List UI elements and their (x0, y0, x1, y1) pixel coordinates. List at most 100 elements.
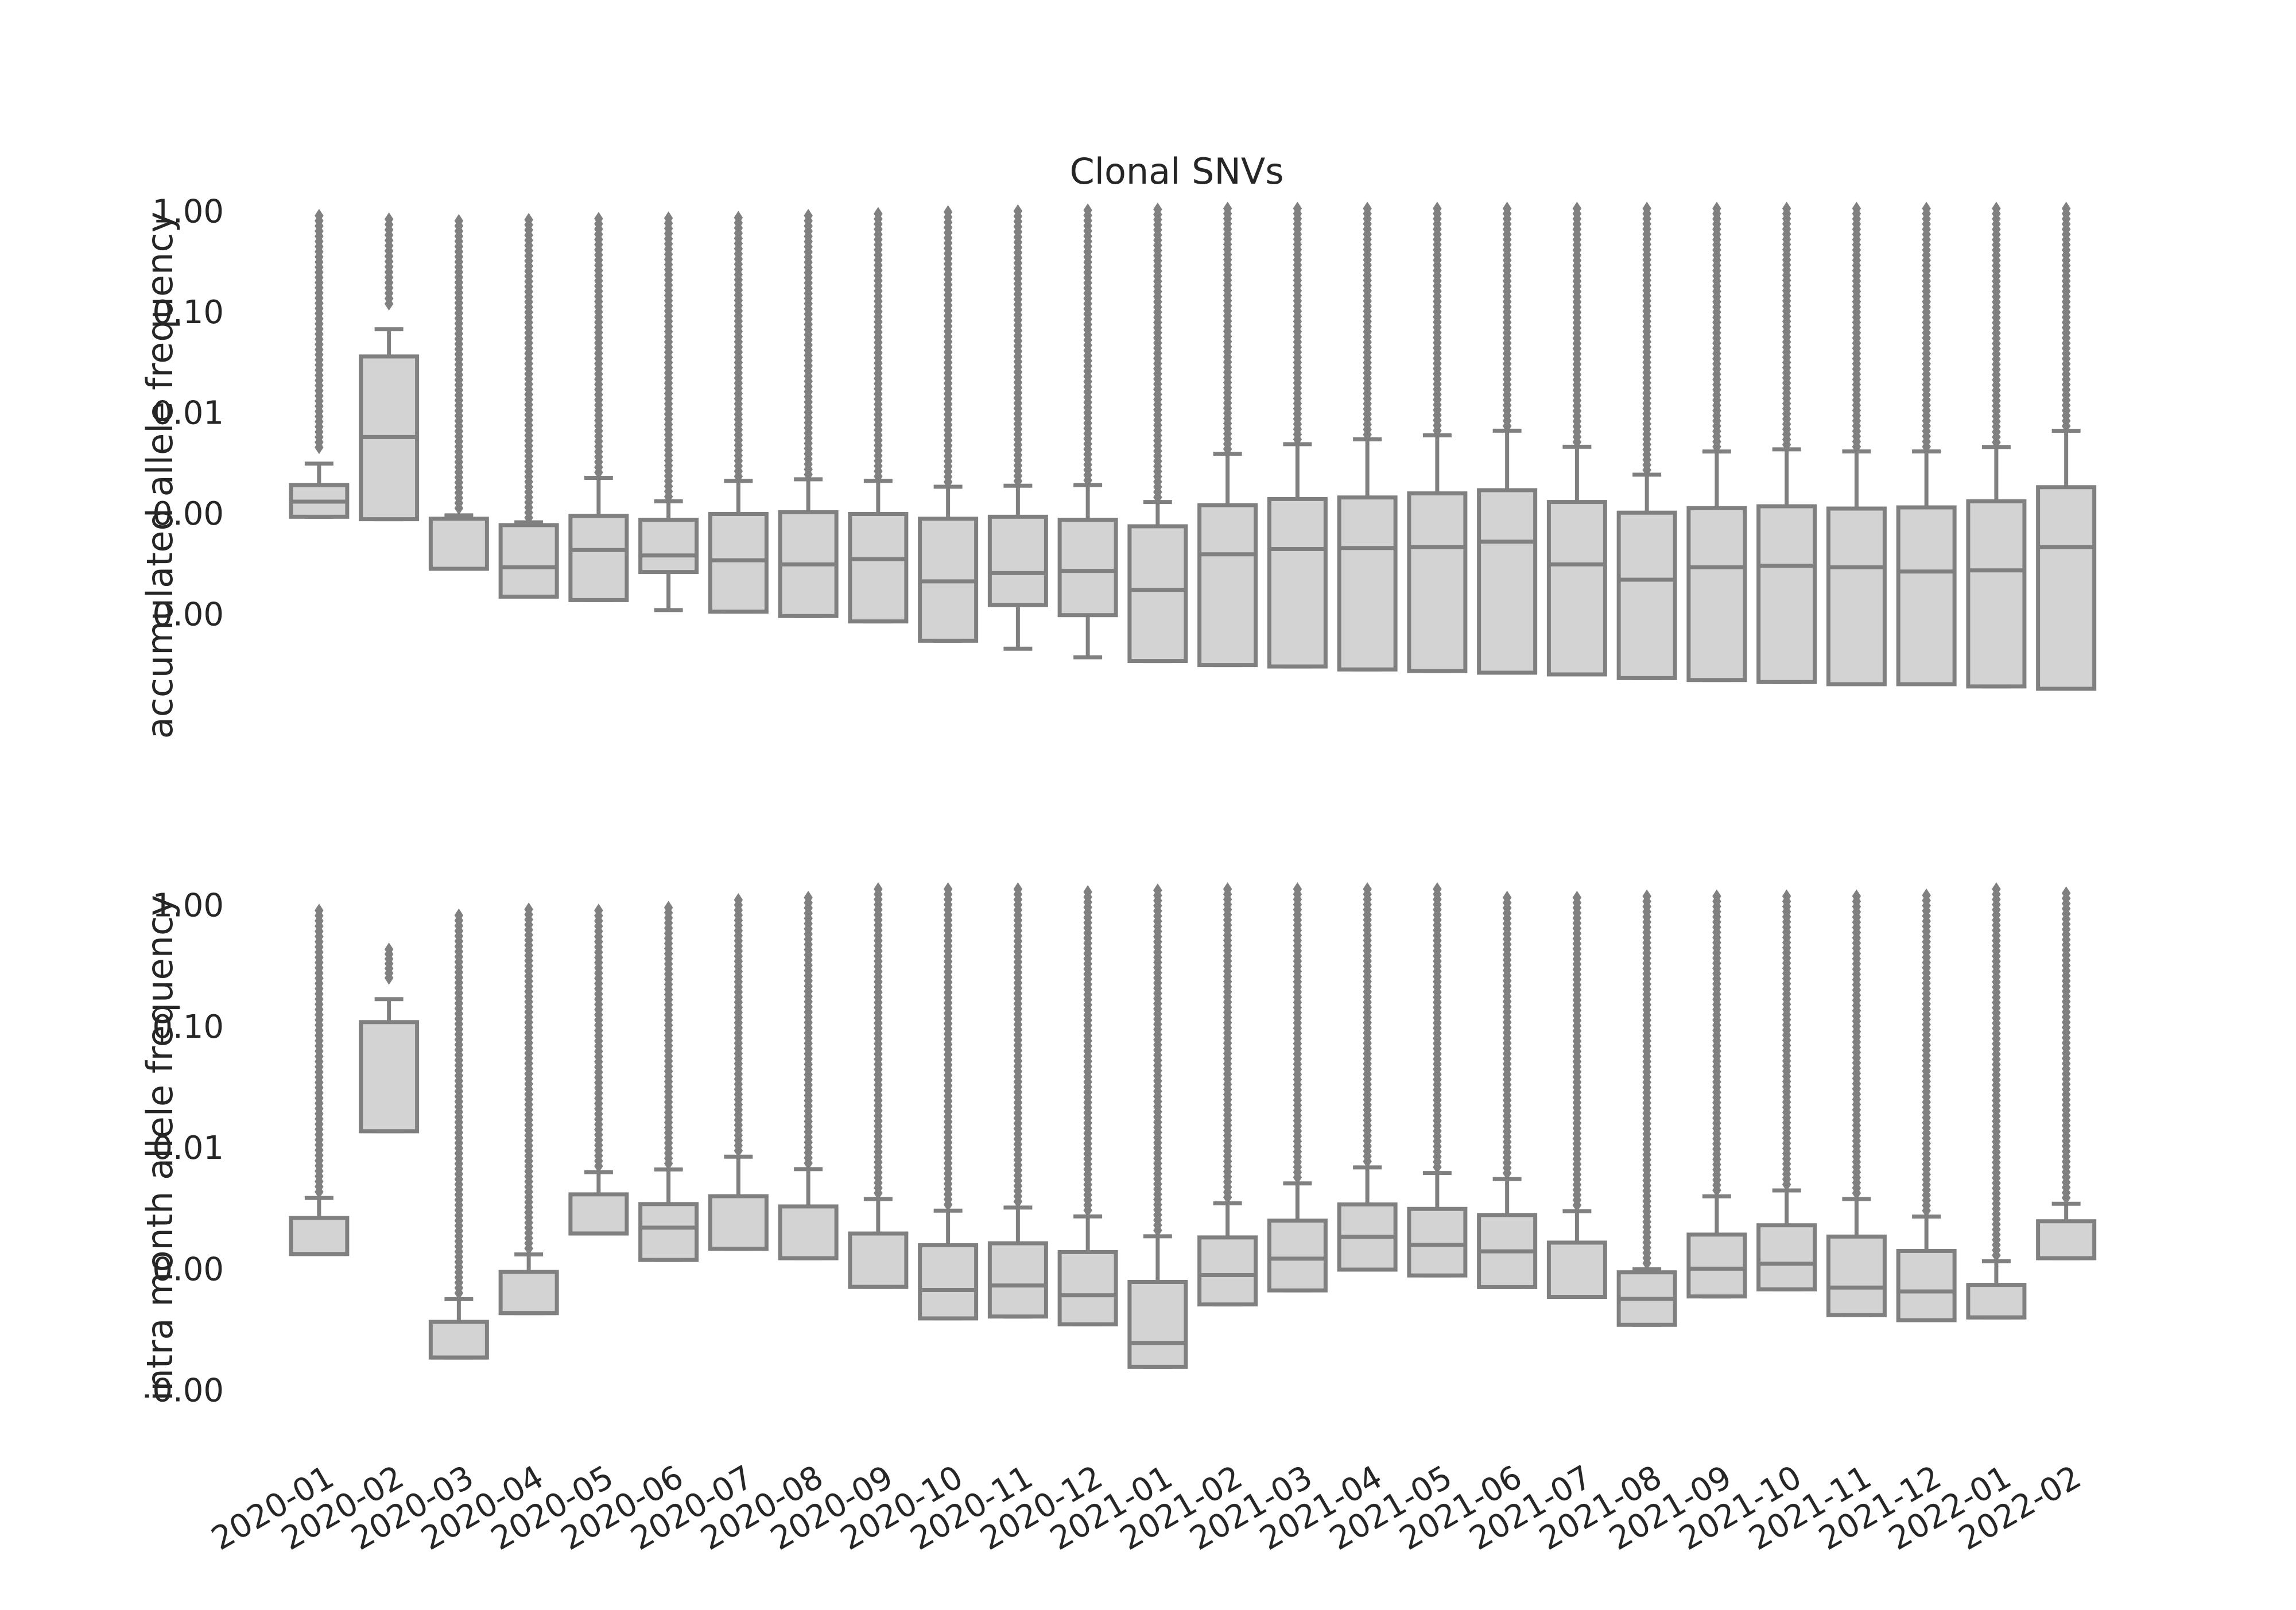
box-iqr (1057, 1250, 1118, 1326)
box-iqr (428, 517, 489, 571)
box-2022-01 (1966, 882, 2027, 1320)
box-2021-05 (1407, 201, 1468, 673)
box-iqr (1546, 1240, 1607, 1299)
box-iqr (848, 1231, 909, 1289)
box-2021-11 (1826, 889, 1887, 1317)
box-iqr (498, 1270, 559, 1316)
box-2021-08 (1616, 201, 1677, 680)
box-iqr (1826, 1234, 1887, 1317)
box-2021-06 (1477, 201, 1538, 675)
box-2020-11 (987, 204, 1048, 651)
box-iqr (1127, 524, 1188, 664)
box-2020-10 (918, 205, 979, 643)
box-2021-03 (1267, 201, 1328, 669)
box-2021-03 (1267, 882, 1328, 1293)
box-iqr (1756, 504, 1817, 684)
box-iqr (498, 523, 559, 599)
box-2021-06 (1477, 890, 1538, 1289)
box-2020-01 (289, 208, 350, 519)
box-2020-07 (708, 893, 769, 1251)
box-iqr (638, 1202, 699, 1262)
box-2020-06 (638, 901, 699, 1262)
box-iqr (1267, 1219, 1328, 1293)
box-2022-01 (1966, 201, 2027, 689)
box-2021-12 (1896, 888, 1957, 1322)
box-iqr (568, 514, 629, 602)
box-2020-02 (359, 942, 420, 1134)
box-2020-07 (708, 211, 769, 614)
box-2020-03 (428, 214, 489, 571)
box-iqr (1127, 1279, 1188, 1369)
box-iqr (1616, 510, 1677, 680)
box-2021-01 (1127, 883, 1188, 1369)
box-iqr (568, 1192, 629, 1236)
box-2021-04 (1337, 201, 1398, 672)
y-tick-label: 0.10 (152, 294, 224, 331)
box-iqr (1546, 500, 1607, 677)
box-iqr (1407, 1206, 1468, 1278)
box-2020-04 (498, 212, 559, 599)
box-2021-04 (1337, 882, 1398, 1272)
box-2021-08 (1616, 889, 1677, 1327)
box-iqr (638, 517, 699, 575)
y-axis-label: accumulated allele frequency (139, 212, 181, 739)
box-2020-03 (428, 908, 489, 1360)
box-2020-05 (568, 903, 629, 1236)
box-2020-06 (638, 211, 699, 612)
box-iqr (1966, 1283, 2027, 1320)
box-2020-04 (498, 902, 559, 1316)
box-iqr (2036, 1219, 2097, 1260)
box-iqr (987, 514, 1048, 607)
box-iqr (848, 512, 909, 624)
box-2020-12 (1057, 885, 1118, 1326)
box-2021-12 (1896, 201, 1957, 686)
box-iqr (1826, 506, 1887, 686)
box-iqr (1407, 491, 1468, 673)
box-2021-10 (1756, 889, 1817, 1291)
box-2020-11 (987, 882, 1048, 1319)
box-iqr (2036, 485, 2097, 691)
box-iqr (1966, 499, 2027, 689)
box-iqr (1057, 517, 1118, 618)
y-tick-label: 0.00 (152, 495, 224, 533)
y-tick-label: 1.00 (152, 193, 224, 231)
outlier-point (384, 971, 394, 985)
box-2021-01 (1127, 202, 1188, 664)
box-iqr (1686, 1232, 1747, 1299)
box-iqr (1267, 496, 1328, 669)
outlier-point (384, 297, 394, 311)
box-iqr (1477, 488, 1538, 675)
y-tick-label: 0.00 (152, 596, 224, 633)
box-iqr (987, 1241, 1048, 1319)
box-iqr (1896, 1248, 1957, 1322)
box-2021-05 (1407, 882, 1468, 1278)
box-2020-09 (848, 207, 909, 624)
box-2021-09 (1686, 201, 1747, 682)
box-iqr (1337, 495, 1398, 672)
box-2021-07 (1546, 890, 1607, 1299)
box-iqr (1197, 1235, 1258, 1307)
box-2021-11 (1826, 201, 1887, 686)
box-2020-10 (918, 882, 979, 1321)
box-iqr (1896, 505, 1957, 686)
y-tick-label: 0.01 (152, 395, 224, 432)
box-iqr (1197, 503, 1258, 668)
box-iqr (428, 1320, 489, 1360)
box-2022-02 (2036, 201, 2097, 691)
box-iqr (289, 1216, 350, 1256)
y-axis-label: intra month allele frequency (139, 895, 181, 1401)
box-iqr (778, 1204, 839, 1260)
box-iqr (359, 1020, 420, 1134)
box-2020-02 (359, 212, 420, 522)
y-tick-label: 1.00 (152, 887, 224, 925)
y-tick-label: 0.01 (152, 1130, 224, 1167)
outlier-point (315, 440, 324, 455)
box-2020-01 (289, 903, 350, 1256)
box-iqr (1686, 506, 1747, 682)
box-2021-07 (1546, 201, 1607, 677)
box-2020-08 (778, 208, 839, 618)
box-2020-08 (778, 890, 839, 1260)
